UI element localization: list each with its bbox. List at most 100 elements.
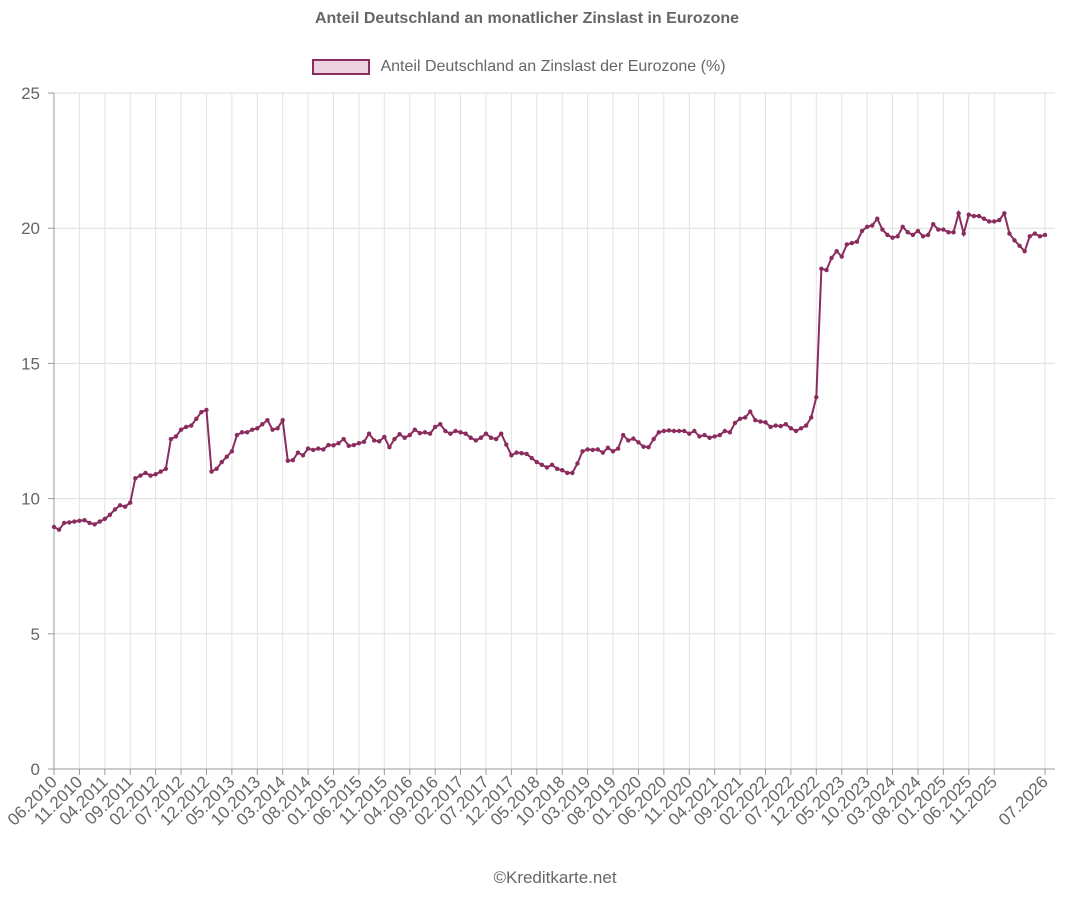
data-point[interactable] (82, 518, 87, 523)
legend-swatch[interactable] (312, 59, 371, 75)
data-point[interactable] (758, 419, 763, 424)
data-point[interactable] (1017, 243, 1022, 248)
data-point[interactable] (483, 431, 489, 436)
data-point[interactable] (239, 430, 245, 435)
data-point[interactable] (377, 439, 382, 444)
data-point[interactable] (539, 462, 545, 467)
data-point[interactable] (554, 466, 560, 472)
data-point[interactable] (371, 438, 377, 443)
data-point[interactable] (458, 430, 463, 435)
data-point[interactable] (707, 435, 712, 440)
data-point[interactable] (976, 213, 982, 219)
data-point[interactable] (910, 232, 916, 238)
data-point[interactable] (839, 254, 844, 259)
data-point[interactable] (122, 504, 128, 509)
data-point[interactable] (870, 223, 875, 228)
data-point[interactable] (209, 469, 214, 474)
data-point[interactable] (748, 409, 753, 414)
data-point[interactable] (936, 227, 941, 232)
data-point[interactable] (72, 519, 77, 524)
data-point[interactable] (1012, 238, 1017, 243)
data-point[interactable] (275, 426, 280, 431)
data-point[interactable] (1032, 231, 1038, 236)
data-point[interactable] (905, 230, 910, 235)
data-point[interactable] (590, 447, 595, 453)
data-point[interactable] (631, 436, 636, 441)
data-point[interactable] (397, 432, 402, 437)
data-point[interactable] (783, 422, 789, 427)
data-point[interactable] (991, 219, 997, 224)
data-point[interactable] (260, 422, 265, 427)
data-point[interactable] (107, 512, 113, 518)
data-point[interactable] (981, 216, 987, 221)
data-point[interactable] (524, 451, 529, 457)
data-point[interactable] (432, 424, 438, 430)
data-point[interactable] (595, 447, 600, 452)
data-point[interactable] (717, 432, 722, 438)
data-point[interactable] (321, 447, 326, 452)
data-point[interactable] (417, 430, 423, 436)
data-point[interactable] (504, 442, 509, 447)
data-point[interactable] (885, 232, 890, 238)
data-point[interactable] (194, 416, 199, 422)
data-point[interactable] (51, 524, 57, 530)
data-point[interactable] (214, 466, 219, 472)
data-point[interactable] (712, 434, 717, 439)
data-point[interactable] (971, 213, 977, 219)
data-point[interactable] (809, 415, 814, 420)
data-point[interactable] (529, 455, 534, 461)
data-point[interactable] (844, 242, 849, 247)
data-point[interactable] (300, 453, 306, 458)
data-point[interactable] (351, 442, 357, 448)
data-point[interactable] (671, 428, 677, 434)
data-point[interactable] (255, 426, 260, 431)
data-point[interactable] (305, 446, 311, 451)
data-point[interactable] (727, 430, 733, 435)
data-point[interactable] (382, 434, 387, 440)
data-point[interactable] (499, 431, 504, 436)
data-point[interactable] (102, 516, 108, 522)
data-point[interactable] (336, 440, 341, 446)
data-point[interactable] (687, 431, 692, 436)
data-point[interactable] (941, 227, 946, 232)
data-point[interactable] (234, 432, 240, 438)
data-point[interactable] (112, 507, 118, 512)
data-point[interactable] (422, 430, 428, 435)
data-point[interactable] (285, 458, 290, 463)
data-point[interactable] (895, 234, 900, 239)
data-point[interactable] (534, 459, 539, 465)
data-point[interactable] (326, 442, 331, 448)
data-point[interactable] (316, 446, 321, 451)
data-point[interactable] (183, 424, 189, 430)
data-point[interactable] (341, 436, 346, 442)
data-point[interactable] (819, 266, 824, 271)
data-point[interactable] (1002, 211, 1007, 216)
data-point[interactable] (742, 415, 748, 420)
data-point[interactable] (681, 428, 687, 434)
data-point[interactable] (946, 230, 951, 235)
data-point[interactable] (392, 436, 397, 442)
data-point[interactable] (925, 232, 931, 238)
data-point[interactable] (793, 428, 799, 434)
data-point[interactable] (224, 454, 229, 459)
data-point[interactable] (361, 439, 367, 445)
data-point[interactable] (722, 428, 728, 434)
data-point[interactable] (585, 447, 590, 452)
data-point[interactable] (570, 470, 575, 476)
data-point[interactable] (87, 520, 92, 526)
data-point[interactable] (168, 436, 174, 442)
data-point[interactable] (615, 446, 621, 451)
data-point[interactable] (158, 469, 163, 474)
data-point[interactable] (250, 427, 255, 432)
data-point[interactable] (626, 438, 631, 443)
data-point[interactable] (814, 395, 819, 400)
data-point[interactable] (178, 427, 184, 432)
data-point[interactable] (366, 431, 372, 436)
data-point[interactable] (453, 428, 458, 434)
data-point[interactable] (199, 409, 204, 415)
data-point[interactable] (600, 450, 606, 455)
data-point[interactable] (737, 416, 743, 422)
data-point[interactable] (544, 465, 550, 470)
data-point[interactable] (97, 519, 102, 524)
data-point[interactable] (427, 431, 433, 436)
